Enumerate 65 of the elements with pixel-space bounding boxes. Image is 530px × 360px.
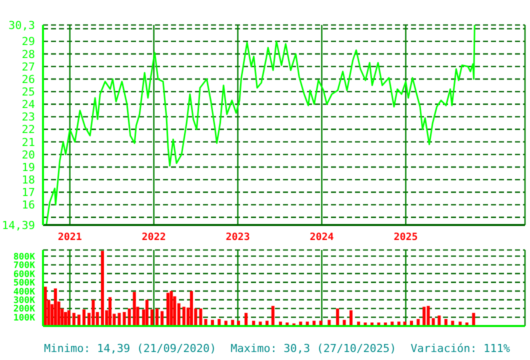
bar	[271, 306, 274, 326]
bar	[77, 314, 80, 326]
y-tick-label: 600K	[13, 270, 36, 280]
bar	[145, 300, 148, 326]
x-tick-label: 2023	[226, 232, 250, 244]
y-tick-label: 22	[22, 123, 35, 136]
bar	[438, 316, 441, 326]
bar	[122, 312, 126, 326]
y-tick-label: 800K	[13, 252, 36, 262]
y-tick-label: 27	[22, 60, 35, 74]
y-tick-label: 30,3	[8, 18, 35, 32]
y-tick-label: 29	[22, 35, 35, 48]
x-tick-label: 2021	[58, 232, 82, 244]
line-series	[46, 25, 476, 225]
bar	[426, 306, 430, 326]
y-tick-label: 100K	[13, 313, 36, 324]
bar	[92, 300, 95, 326]
bar	[72, 312, 76, 326]
bar	[190, 291, 193, 326]
bar	[472, 312, 476, 326]
bar	[128, 308, 131, 326]
y-tick-label: 200K	[13, 304, 36, 315]
y-tick-label: 24	[22, 98, 36, 112]
y-tick-label: 19	[22, 160, 35, 174]
bar	[118, 312, 121, 326]
y-tick-label: 16	[22, 198, 35, 212]
y-tick-label: 700K	[13, 261, 36, 272]
y-tick-label: 20	[22, 148, 35, 162]
bar	[160, 311, 164, 326]
y-tick-label: 21	[22, 136, 35, 149]
bar	[244, 312, 248, 326]
bar	[100, 250, 104, 326]
bar	[67, 310, 70, 326]
x-tick-label: 2022	[142, 232, 166, 244]
bar	[82, 309, 86, 326]
y-tick-label: 300K	[13, 296, 36, 306]
y-tick-label: 500K	[13, 278, 36, 289]
bar	[350, 310, 353, 326]
bar	[166, 292, 170, 326]
bar	[156, 308, 159, 326]
text: Variación: 111%	[410, 342, 510, 355]
x-tick-label: 2025	[394, 232, 418, 244]
y-tick-label: 17	[22, 186, 35, 200]
bar	[182, 306, 186, 326]
y-tick-label: 14,39	[2, 218, 35, 232]
bar	[336, 308, 340, 326]
bar	[422, 306, 426, 326]
bar	[403, 322, 406, 326]
bar	[108, 297, 112, 326]
y-tick-label: 400K	[13, 287, 36, 298]
bar	[64, 312, 68, 326]
y-tick-label: 26	[22, 72, 35, 86]
bar	[54, 288, 57, 326]
y-tick-label: 23	[22, 110, 35, 124]
y-tick-label: 28	[22, 48, 35, 61]
bar	[150, 309, 154, 326]
bar	[132, 292, 136, 326]
bar	[170, 291, 173, 326]
text: Minimo: 14,39 (21/09/2020)	[44, 342, 216, 355]
text: Maximo: 30,3 (27/10/2025)	[230, 342, 396, 355]
bar	[199, 308, 202, 326]
y-tick-label: 18	[22, 174, 35, 187]
y-tick-label: 25	[22, 86, 35, 99]
x-tick-label: 2024	[310, 232, 334, 244]
bar	[44, 286, 47, 326]
